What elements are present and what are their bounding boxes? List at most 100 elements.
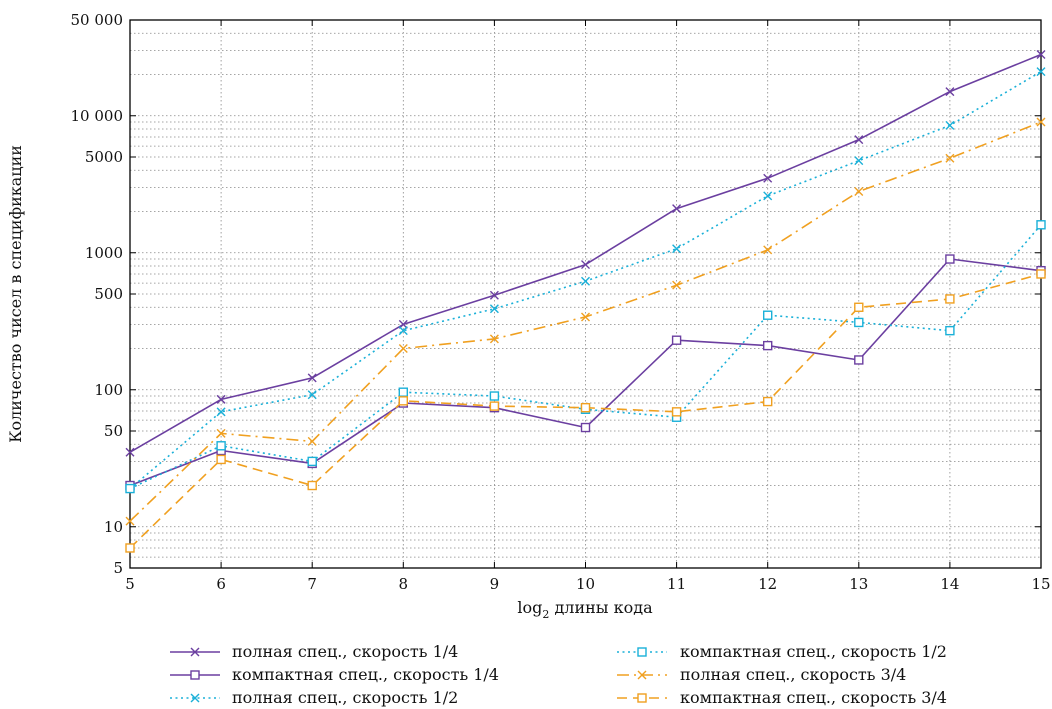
x-tick-label: 7 xyxy=(307,575,317,593)
legend-label: компактная спец., скорость 3/4 xyxy=(680,688,947,707)
data-point xyxy=(307,390,317,400)
x-tick-label: 11 xyxy=(667,575,686,593)
x-tick-label: 9 xyxy=(490,575,500,593)
data-point xyxy=(489,304,499,314)
y-tick-label: 50 xyxy=(104,422,123,440)
legend-item: полная спец., скорость 3/4 xyxy=(617,665,906,684)
data-point xyxy=(581,260,590,270)
data-point xyxy=(216,441,226,451)
data-point xyxy=(945,153,955,163)
data-point xyxy=(763,310,773,320)
y-tick-label: 500 xyxy=(94,285,123,303)
legend-swatch-marker xyxy=(637,670,647,680)
data-point xyxy=(763,191,773,201)
legend-item: компактная спец., скорость 1/4 xyxy=(170,665,499,684)
data-point xyxy=(125,447,135,457)
data-point xyxy=(216,394,226,404)
data-point xyxy=(125,543,135,553)
x-tick-label: 15 xyxy=(1031,575,1050,593)
data-point xyxy=(489,290,499,300)
legend-swatch-marker xyxy=(190,647,200,657)
data-point xyxy=(854,317,864,328)
data-point xyxy=(763,340,773,351)
data-point xyxy=(945,120,955,130)
legend-label: полная спец., скорость 1/4 xyxy=(232,642,458,661)
data-point xyxy=(398,396,408,406)
data-point xyxy=(1036,220,1046,230)
data-point xyxy=(581,312,590,322)
data-point xyxy=(398,344,408,354)
y-tick-label: 10 xyxy=(104,518,123,536)
legend-item: компактная спец., скорость 3/4 xyxy=(617,688,947,707)
data-point xyxy=(672,244,682,254)
data-point xyxy=(489,391,500,401)
data-point xyxy=(672,280,682,290)
data-point xyxy=(763,173,773,183)
data-point xyxy=(945,87,955,97)
x-axis-label: log2 длины кода xyxy=(517,598,653,621)
data-point xyxy=(854,187,864,196)
data-point xyxy=(854,355,864,365)
data-point xyxy=(216,454,226,465)
data-point xyxy=(763,245,773,255)
x-tick-label: 13 xyxy=(849,575,868,593)
data-point xyxy=(581,276,590,286)
legend-item: компактная спец., скорость 1/2 xyxy=(617,642,947,661)
series-lines xyxy=(125,50,1046,553)
data-point xyxy=(307,456,317,467)
legend-item: полная спец., скорость 1/4 xyxy=(170,642,458,661)
series-6 xyxy=(125,269,1046,553)
data-point xyxy=(1036,67,1046,77)
legend-label: полная спец., скорость 3/4 xyxy=(680,665,906,684)
data-point xyxy=(307,480,317,491)
y-tick-label: 1000 xyxy=(85,244,123,262)
grid xyxy=(130,20,1041,568)
y-axis-label: Количество чисел в спецификации xyxy=(6,145,25,443)
x-tick-label: 8 xyxy=(399,575,409,593)
data-point xyxy=(489,334,499,344)
series-1 xyxy=(125,50,1046,457)
legend-swatch-marker xyxy=(190,670,200,680)
legend-label: полная спец., скорость 1/2 xyxy=(232,688,458,707)
data-point xyxy=(671,407,682,417)
data-point xyxy=(945,325,955,336)
y-tick-label: 10 000 xyxy=(71,107,124,125)
data-point xyxy=(672,204,682,214)
legend-swatch-marker xyxy=(637,647,647,657)
data-point xyxy=(854,135,864,145)
data-point xyxy=(1036,50,1046,59)
data-point xyxy=(671,335,682,345)
data-point xyxy=(854,156,864,166)
legend-swatch-marker xyxy=(190,693,200,703)
y-tick-label: 100 xyxy=(94,381,123,399)
x-tick-label: 6 xyxy=(216,575,226,593)
data-point xyxy=(216,428,226,438)
data-point xyxy=(489,401,500,411)
legend-label: компактная спец., скорость 1/4 xyxy=(232,665,499,684)
y-tick-label: 50 000 xyxy=(71,11,124,29)
axis-ticks: 5 6 7 8 9 10 11 12 13 14 15 5 10 50 100 500 1000 5000 10 0… xyxy=(71,11,1051,593)
data-point xyxy=(307,373,317,383)
data-point xyxy=(945,254,955,264)
legend-item: полная спец., скорость 1/2 xyxy=(170,688,458,707)
data-point xyxy=(216,407,226,417)
legend-label: компактная спец., скорость 1/2 xyxy=(680,642,947,661)
x-tick-label: 10 xyxy=(576,575,595,593)
x-tick-label: 5 xyxy=(125,575,135,593)
data-point xyxy=(945,294,955,304)
legend-swatch-marker xyxy=(637,693,647,703)
series-5 xyxy=(125,117,1046,526)
data-point xyxy=(580,402,591,413)
y-tick-label: 5000 xyxy=(85,148,123,166)
x-tick-label: 14 xyxy=(940,575,959,593)
y-tick-label: 5 xyxy=(113,559,123,577)
legend: полная спец., скорость 1/4 компактная спе… xyxy=(170,642,947,707)
data-point xyxy=(125,516,135,526)
data-point xyxy=(854,302,864,312)
x-tick-label: 12 xyxy=(758,575,777,593)
data-point xyxy=(1036,117,1046,127)
data-point xyxy=(398,326,408,336)
data-point xyxy=(763,396,773,407)
data-point xyxy=(307,436,317,446)
